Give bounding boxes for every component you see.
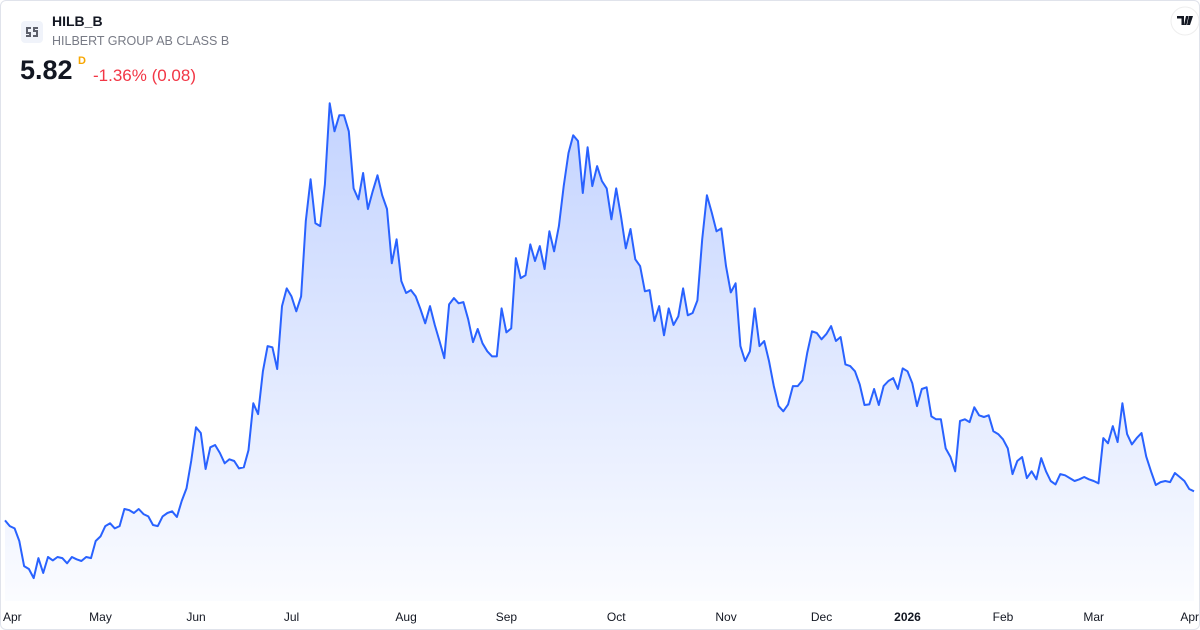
price: 5.82	[20, 55, 73, 85]
x-tick-label: Mar	[1083, 610, 1104, 624]
x-tick-label: 2026	[894, 610, 921, 624]
tv-logo[interactable]	[1170, 6, 1199, 36]
symbol-icon	[21, 21, 43, 43]
x-tick-label: Aug	[395, 610, 416, 624]
area-fill	[5, 103, 1194, 602]
x-tick-label: May	[89, 610, 112, 624]
x-tick-label: Jul	[284, 610, 299, 624]
x-tick-label: Dec	[811, 610, 832, 624]
x-tick-label: Apr	[3, 610, 22, 624]
symbol: HILB_B	[52, 13, 103, 29]
x-tick-label: Apr	[1180, 610, 1199, 624]
x-tick-label: Feb	[993, 610, 1014, 624]
price-line	[4, 102, 1195, 580]
price-change: -1.36% (0.08)	[93, 66, 196, 85]
x-tick-label: Nov	[715, 610, 736, 624]
price-flag: D	[78, 55, 86, 67]
x-tick-label: Jun	[186, 610, 205, 624]
x-tick-label: Sep	[496, 610, 518, 624]
x-tick-label: Oct	[607, 610, 626, 624]
company-name: HILBERT GROUP AB CLASS B	[52, 34, 230, 48]
